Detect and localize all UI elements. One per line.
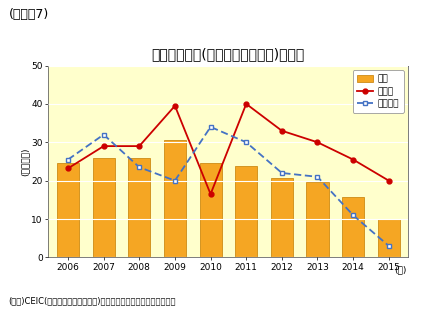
Bar	[57, 163, 79, 257]
Legend: 全体, 卸小売, 不動産業: 全体, 卸小売, 不動産業	[352, 70, 404, 113]
Bar	[342, 197, 364, 257]
Bar	[164, 140, 186, 257]
Bar	[235, 166, 257, 257]
Text: (年): (年)	[394, 266, 406, 275]
Bar	[128, 158, 150, 257]
Bar	[378, 219, 400, 257]
Bar	[200, 163, 221, 257]
Text: (図表－7): (図表－7)	[8, 8, 49, 21]
Bar	[93, 158, 115, 257]
Text: (資料)CEIC(出所は中国国家統計局)を元にニッセイ基礎研究所で作成: (資料)CEIC(出所は中国国家統計局)を元にニッセイ基礎研究所で作成	[8, 297, 176, 306]
Bar	[271, 178, 293, 257]
Title: 固定資産投資(農家の投資を除く)の推移: 固定資産投資(農家の投資を除く)の推移	[152, 47, 305, 61]
Y-axis label: (前年比％): (前年比％)	[21, 147, 30, 176]
Bar	[306, 182, 328, 257]
